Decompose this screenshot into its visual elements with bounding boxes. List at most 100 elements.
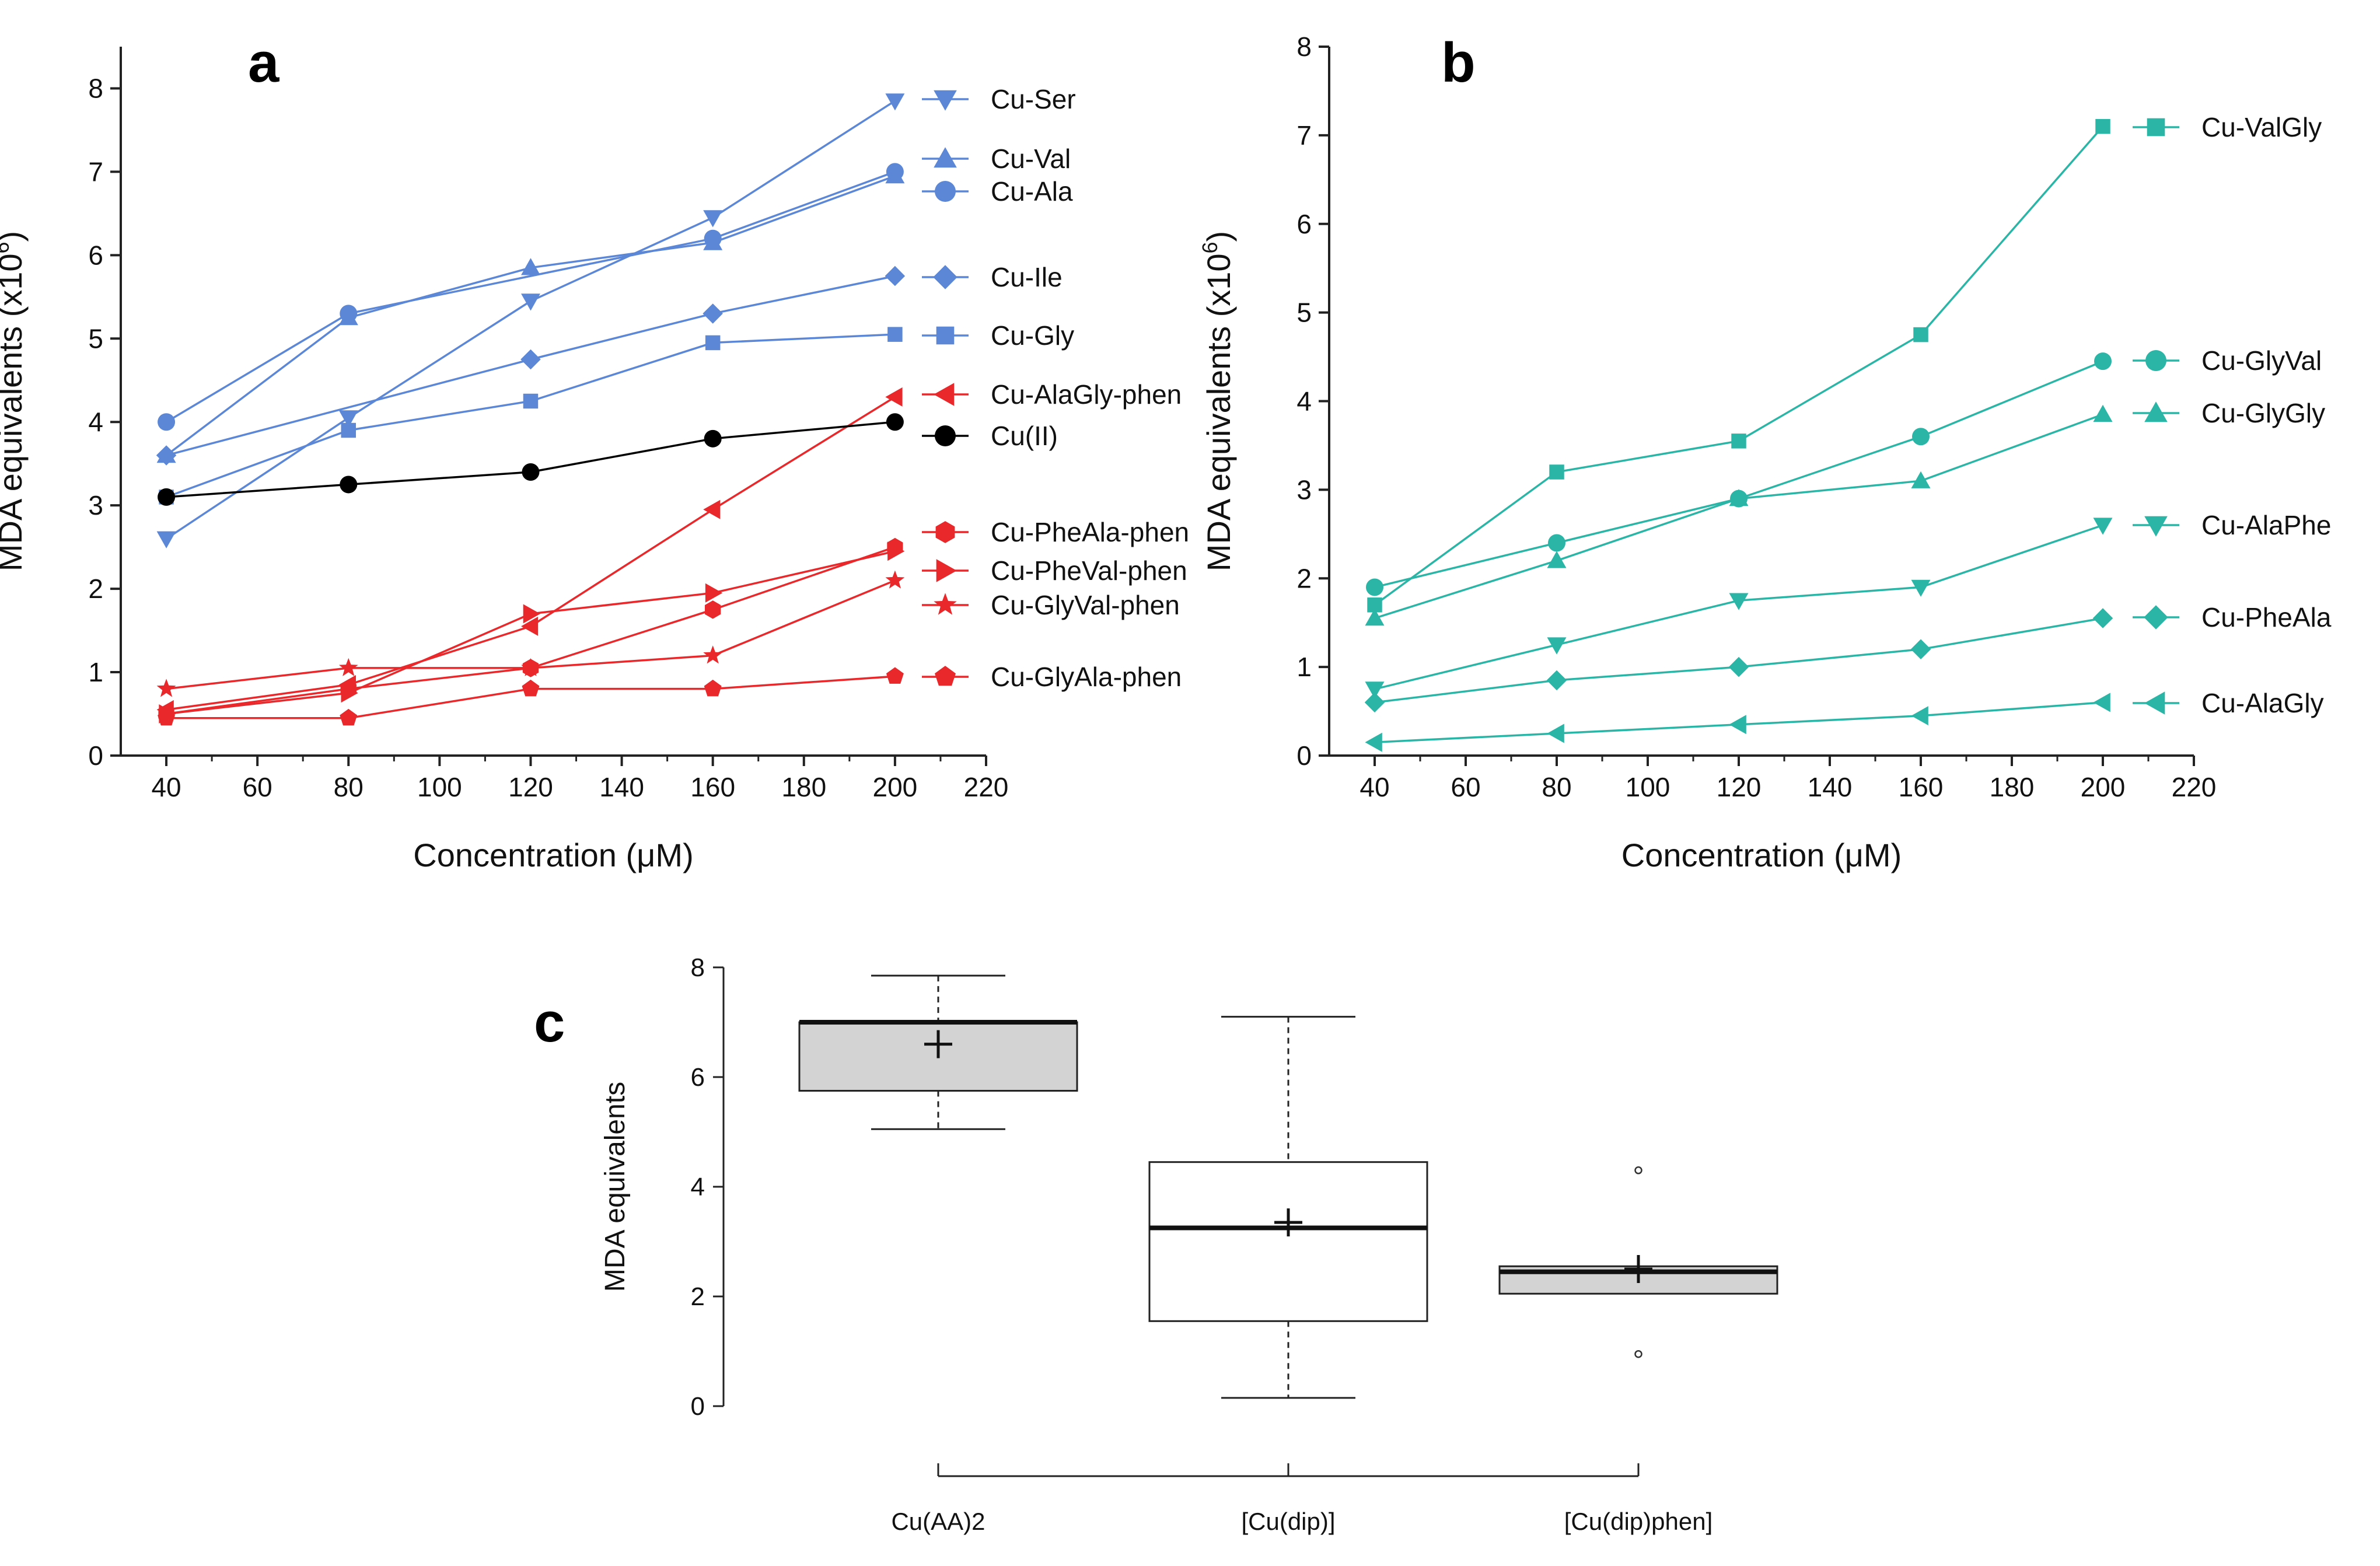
y-tick-label: 0 xyxy=(691,1392,705,1421)
data-point-cu-pheala xyxy=(1728,656,1749,677)
y-tick-label: 5 xyxy=(88,323,103,354)
data-point-cu-ii xyxy=(704,429,722,448)
data-point-cu-pheala xyxy=(2092,608,2113,628)
data-point-cu-valgly xyxy=(1913,327,1928,342)
y-tick-label: 0 xyxy=(1296,740,1312,771)
y-tick-label: 6 xyxy=(88,240,103,270)
y-tick-label: 4 xyxy=(1296,386,1312,417)
legend-label-cu-glyval-phen: Cu-GlyVal-phen xyxy=(991,590,1180,620)
data-point-cu-pheala xyxy=(1364,692,1385,713)
outlier-cu-dip-phen xyxy=(1634,1350,1642,1358)
legend-label-cu-pheala: Cu-PheAla xyxy=(2201,602,2332,632)
legend-marker-cu-gly xyxy=(936,326,955,345)
legend-label-cu-ii: Cu(II) xyxy=(991,421,1058,451)
data-point-cu-glyala-phen xyxy=(886,667,904,684)
y-axis-label-end: ) xyxy=(1200,231,1237,242)
legend-label-cu-valgly: Cu-ValGly xyxy=(2201,112,2322,142)
x-tick-label: 40 xyxy=(1359,772,1389,802)
y-axis-label-main: MDA equivalents (x10 xyxy=(0,253,29,571)
box-cu-dip-phen xyxy=(1498,1166,1778,1358)
y-tick-label: 4 xyxy=(88,407,103,437)
data-point-cu-glyval-phen xyxy=(885,570,905,589)
data-point-cu-pheval-phen xyxy=(523,604,540,624)
data-point-cu-glyala-phen xyxy=(340,708,358,726)
x-tick-label-cu-aa-2: Cu(AA)2 xyxy=(891,1508,985,1535)
data-point-cu-ala xyxy=(158,413,176,431)
legend-item-cu-glyval-phen: Cu-GlyVal-phen xyxy=(922,590,1180,620)
legend-item-cu-valgly: Cu-ValGly xyxy=(2133,112,2322,142)
data-point-cu-glygly xyxy=(1547,551,1567,568)
legend-marker-cu-alaphe xyxy=(2144,516,2168,537)
y-tick-label: 8 xyxy=(691,953,705,982)
axes: 0 1 2 3 4 5 6 7 8 40 60 80 100 120 140 160 180 200 220 Conc… xyxy=(0,47,1008,873)
legend-marker-cu-valgly xyxy=(2147,118,2165,137)
x-tick-label: 80 xyxy=(334,772,364,802)
x-tick-label: 180 xyxy=(1990,772,2035,802)
y-tick-label: 6 xyxy=(691,1063,705,1092)
y-axis-label: MDA equivalents xyxy=(600,1082,631,1292)
legend-item-cu-glygly: Cu-GlyGly xyxy=(2133,398,2325,428)
panel-a-letter: a xyxy=(248,32,279,94)
legend-label-cu-pheval-phen: Cu-PheVal-phen xyxy=(991,555,1187,586)
data-point-cu-gly xyxy=(887,327,903,342)
series-cu-glyval-phen xyxy=(156,570,905,697)
data-point-cu-glyval xyxy=(2094,352,2112,370)
outlier-cu-dip-phen xyxy=(1634,1166,1642,1174)
series-cu-ile xyxy=(156,265,906,466)
box-rect-cu-dip xyxy=(1148,1161,1428,1322)
x-tick-label: 220 xyxy=(2172,772,2217,802)
data-point-cu-valgly xyxy=(1731,434,1746,449)
legend-marker-cu-val xyxy=(934,147,957,168)
legend-item-cu-pheala-phen: Cu-PheAla-phen xyxy=(922,517,1189,547)
box-cu-dip xyxy=(1148,1016,1428,1399)
data-point-cu-valgly xyxy=(2095,118,2110,134)
data-point-cu-pheala-phen xyxy=(705,600,721,619)
x-tick-label: 140 xyxy=(599,772,644,802)
y-tick-label: 6 xyxy=(1296,209,1312,239)
x-tick-label: 180 xyxy=(781,772,826,802)
y-tick-label: 1 xyxy=(1296,652,1312,682)
series-cu-ii xyxy=(158,413,904,506)
series-cu-ala xyxy=(158,163,904,431)
legend-item-cu-glyval: Cu-GlyVal xyxy=(2133,345,2322,376)
legend-label-cu-gly: Cu-Gly xyxy=(991,320,1074,351)
series-group xyxy=(1364,118,2113,752)
x-axis-label: Concentration (μM) xyxy=(413,837,693,873)
data-point-cu-pheala xyxy=(1546,670,1567,691)
data-point-cu-gly xyxy=(523,393,539,409)
data-point-cu-valgly xyxy=(1549,464,1564,480)
x-tick-label: 120 xyxy=(508,772,553,802)
data-point-cu-ser xyxy=(521,293,540,311)
data-point-cu-ii xyxy=(340,476,358,494)
y-tick-label: 1 xyxy=(88,657,103,687)
data-point-cu-glygly xyxy=(1365,609,1385,626)
x-tick-label: 220 xyxy=(964,772,1009,802)
y-tick-label: 2 xyxy=(88,574,103,604)
data-point-cu-gly xyxy=(341,422,357,438)
data-point-cu-alagly-phen xyxy=(521,616,539,636)
y-axis-label-end: ) xyxy=(0,231,29,242)
data-point-cu-alaphe xyxy=(2093,518,2113,535)
legend-item-cu-alagly-phen: Cu-AlaGly-phen xyxy=(922,379,1182,410)
data-point-cu-pheala xyxy=(1910,639,1931,659)
y-axis-label: MDA equivalents (x106) xyxy=(1198,231,1237,571)
legend-label-cu-ser: Cu-Ser xyxy=(991,84,1076,114)
x-tick-label: 120 xyxy=(1717,772,1762,802)
series-cu-pheala xyxy=(1364,608,2113,713)
legend-item-cu-ii: Cu(II) xyxy=(922,421,1058,451)
box-cu-aa-2 xyxy=(798,974,1078,1130)
x-tick-label-cu-dip-phen: [Cu(dip)phen] xyxy=(1564,1508,1713,1535)
y-axis-label-main: MDA equivalents (x10 xyxy=(1200,253,1237,571)
series-cu-glygly xyxy=(1365,404,2113,626)
data-point-cu-alaphe xyxy=(1365,681,1385,699)
x-tick-label: 40 xyxy=(151,772,181,802)
data-point-cu-ala xyxy=(886,163,904,181)
series-cu-ser xyxy=(156,93,905,548)
data-point-cu-alagly xyxy=(1365,732,1382,752)
data-point-cu-ile xyxy=(520,349,541,370)
data-point-cu-glygly xyxy=(1911,471,1931,488)
legend-item-cu-ala: Cu-Ala xyxy=(922,176,1073,207)
y-tick-label: 8 xyxy=(88,73,103,103)
data-point-cu-ii xyxy=(886,413,904,431)
